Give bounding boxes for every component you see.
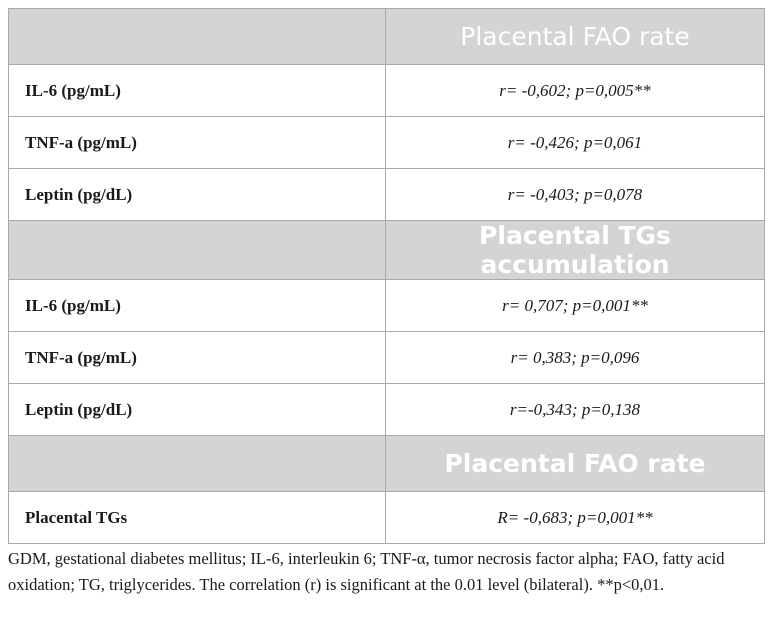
row-label: IL-6 (pg/mL) (8, 64, 386, 117)
table-row: Leptin (pg/dL) r= -0,403; p=0,078 (8, 168, 765, 221)
row-label: Leptin (pg/dL) (8, 383, 386, 436)
section-header-row: Placental TGs accumulation (8, 220, 765, 280)
row-value: r= 0,383; p=0,096 (385, 331, 765, 384)
table-row: Leptin (pg/dL) r=-0,343; p=0,138 (8, 383, 765, 436)
section-header-blank (8, 8, 386, 65)
row-value: r= -0,403; p=0,078 (385, 168, 765, 221)
row-value: r= 0,707; p=0,001** (385, 279, 765, 332)
section-header-blank (8, 220, 386, 280)
section-header-blank (8, 435, 386, 492)
section-header-title: Placental FAO rate (385, 8, 765, 65)
section-header-row: Placental FAO rate (8, 435, 765, 492)
section-header-title: Placental FAO rate (385, 435, 765, 492)
row-label: Placental TGs (8, 491, 386, 544)
row-label: TNF-a (pg/mL) (8, 331, 386, 384)
table-row: IL-6 (pg/mL) r= -0,602; p=0,005** (8, 64, 765, 117)
row-label: Leptin (pg/dL) (8, 168, 386, 221)
row-label: IL-6 (pg/mL) (8, 279, 386, 332)
table-row: TNF-a (pg/mL) r= 0,383; p=0,096 (8, 331, 765, 384)
row-value: r=-0,343; p=0,138 (385, 383, 765, 436)
table-row: Placental TGs R= -0,683; p=0,001** (8, 491, 765, 544)
correlation-table-container: Placental FAO rate IL-6 (pg/mL) r= -0,60… (8, 8, 765, 544)
row-value: R= -0,683; p=0,001** (385, 491, 765, 544)
correlation-table: Placental FAO rate IL-6 (pg/mL) r= -0,60… (8, 8, 765, 544)
section-header-row: Placental FAO rate (8, 8, 765, 65)
row-label: TNF-a (pg/mL) (8, 116, 386, 169)
table-row: TNF-a (pg/mL) r= -0,426; p=0,061 (8, 116, 765, 169)
table-footnote: GDM, gestational diabetes mellitus; IL-6… (8, 549, 725, 594)
row-value: r= -0,602; p=0,005** (385, 64, 765, 117)
table-row: IL-6 (pg/mL) r= 0,707; p=0,001** (8, 279, 765, 332)
row-value: r= -0,426; p=0,061 (385, 116, 765, 169)
section-header-title: Placental TGs accumulation (385, 220, 765, 280)
